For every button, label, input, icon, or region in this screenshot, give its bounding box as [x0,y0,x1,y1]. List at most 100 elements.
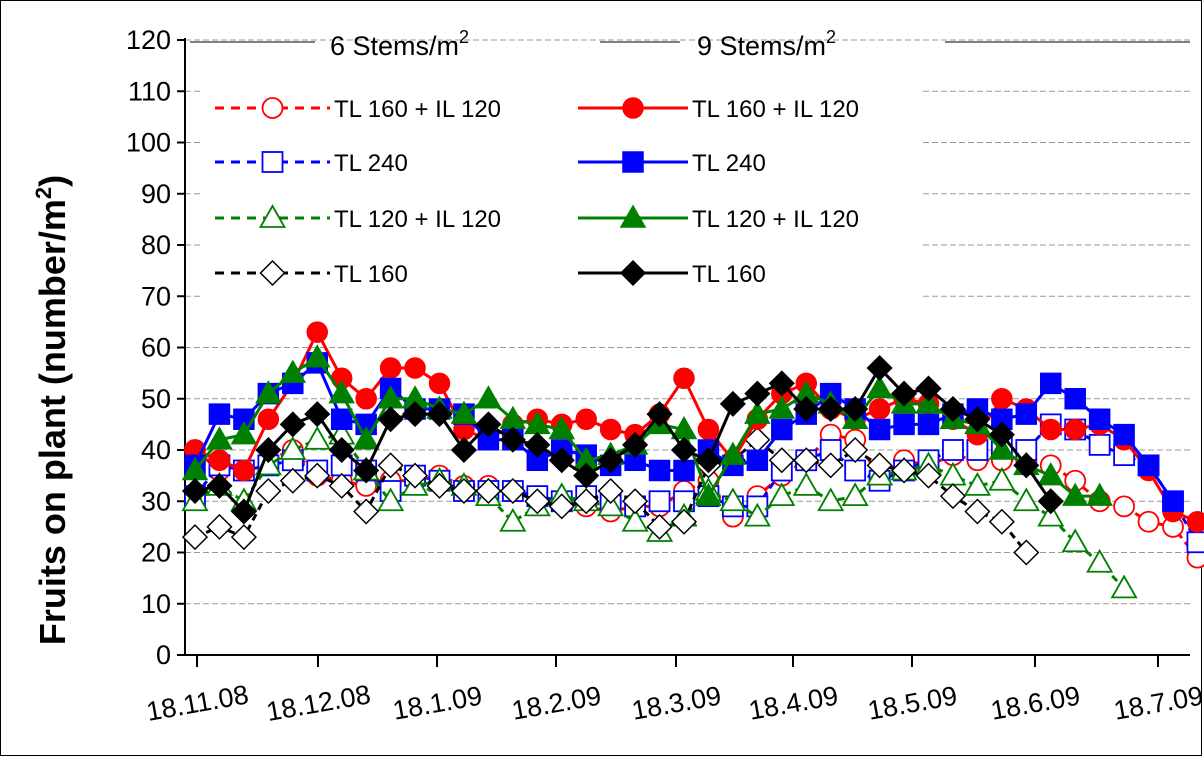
legend-marker [619,259,647,287]
data-point [306,321,328,343]
legend-entry-3: TL 160 [215,259,408,288]
y-tick-label: 20 [141,538,171,568]
y-tick-label: 50 [141,384,171,414]
data-point [1113,423,1135,446]
data-point [573,488,600,515]
data-point [597,477,624,505]
data-point [404,357,426,379]
x-tick-labels: 18.11.08 18.12.08 18.1.09 18.2.09 18.3.09 18.… [144,679,1204,727]
legend-label: TL 240 [334,150,408,177]
data-point [890,380,918,407]
data-point [426,401,453,428]
legend-header-text: 6 Stems/m [330,31,459,61]
legend-entry-4: TL 160 + IL 120 [578,96,859,123]
data-point [890,457,918,484]
data-point [1061,528,1089,553]
data-point [377,452,404,479]
data-point [841,482,869,507]
y-tick-label: 10 [141,589,171,619]
data-point [475,477,502,505]
data-point [963,472,991,496]
data-point [1162,490,1184,512]
data-point [379,357,402,379]
data-point [768,482,796,507]
legend-entry-1: TL 240 [215,150,408,177]
data-point [768,370,795,397]
data-point [208,449,231,471]
y-tick-label: 80 [141,230,171,260]
data-point [428,372,451,395]
data-point [401,401,429,428]
data-point [208,403,231,425]
y-tick-label: 100 [126,128,171,158]
data-point [1086,548,1114,573]
data-point [450,477,478,505]
data-point [401,462,429,489]
x-tick-label: 18.4.09 [746,681,840,726]
data-point [1086,482,1113,506]
data-point [695,482,722,506]
legend-entry-6: TL 120 + IL 120 [578,204,859,233]
data-point [499,477,526,505]
data-point [597,492,625,517]
data-point [328,472,355,499]
x-tick-label: 18.1.09 [390,681,484,726]
series-3 [181,426,1040,566]
x-tick-label: 18.11.08 [144,679,251,726]
data-point [548,447,575,474]
series-7 [181,354,1064,525]
data-point [673,367,695,389]
data-point [964,406,991,433]
data-point [353,498,380,525]
data-point [599,418,622,441]
data-point [279,359,307,383]
data-point [817,487,845,512]
data-point [1013,539,1040,566]
data-point [915,390,942,414]
data-point [255,436,282,464]
data-point [917,413,940,436]
x-tick-label: 18.3.09 [629,681,723,726]
data-point [817,395,844,423]
y-axis-label-sup: 2 [31,187,56,199]
legend-label: TL 160 + IL 120 [334,96,501,123]
data-point [233,459,255,482]
data-point [743,502,771,527]
data-point [1137,454,1160,477]
data-point [255,477,282,505]
series-group [181,321,1204,599]
data-point [988,436,1016,460]
data-point [352,426,380,450]
data-point [939,483,967,510]
y-axis-label-close: ) [32,175,73,187]
legend-marker [261,97,284,119]
data-point [939,461,967,486]
legend-header-sup: 2 [826,27,836,47]
data-point [1037,502,1065,527]
x-tick-label: 18.7.09 [1111,681,1204,726]
legend-entry-7: TL 160 [578,259,766,288]
data-point [1015,403,1038,425]
data-point [695,447,722,474]
legend-marker [259,259,286,287]
data-point [499,426,526,453]
y-tick-label: 110 [128,76,171,106]
y-tick-label: 60 [141,333,171,363]
y-tick-label: 30 [141,486,171,516]
legend-label: TL 160 [692,261,766,288]
data-point [573,462,600,489]
data-point [377,487,405,512]
data-point [206,513,233,540]
data-point [1064,418,1086,441]
data-point [257,408,280,430]
data-point [964,498,991,525]
x-tick-label: 18.6.09 [988,681,1082,726]
legend-entry-5: TL 240 [578,150,766,177]
data-point [1040,372,1062,395]
data-point [942,439,964,461]
data-point [744,380,771,407]
y-tick-label: 90 [141,179,171,209]
data-point [304,462,331,489]
